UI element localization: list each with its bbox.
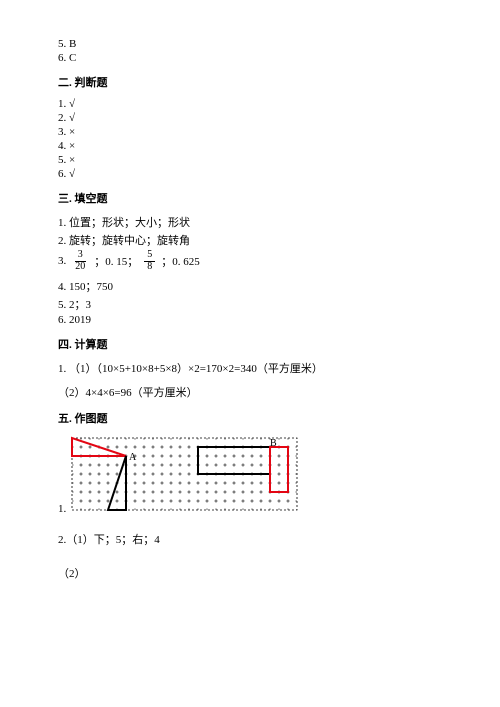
answer-item: （2）4×4×6=96（平方厘米） (58, 384, 442, 400)
answer-item: 5. B (58, 38, 442, 50)
answer-item: 3. × (58, 126, 442, 138)
fraction-numerator: 5 (144, 250, 155, 262)
answer-item: 4. × (58, 140, 442, 152)
text: ；0. 625 (161, 253, 200, 269)
answer-item-fractions: 3. 3 20 ；0. 15； 5 8 ；0. 625 (58, 250, 442, 272)
section-heading-4: 四. 计算题 (58, 336, 442, 352)
answer-item: 4. 150；750 (58, 278, 442, 294)
svg-text:1.: 1. (58, 503, 67, 515)
fraction: 5 8 (144, 250, 155, 272)
answer-item: 5. 2；3 (58, 296, 442, 312)
fraction-denominator: 8 (144, 262, 155, 273)
prefix: 3. (58, 255, 66, 267)
answer-item: 2. 旋转；旋转中心；旋转角 (58, 232, 442, 248)
answer-item: 6. 2019 (58, 314, 442, 326)
answer-item: 6. C (58, 52, 442, 64)
answer-item: 6. √ (58, 168, 442, 180)
answer-item: （2） (58, 565, 442, 581)
section-heading-5: 五. 作图题 (58, 410, 442, 426)
answer-item: 5. × (58, 154, 442, 166)
text: ；0. 15； (94, 253, 138, 269)
section-heading-2: 二. 判断题 (58, 74, 442, 90)
answer-item: 1. √ (58, 98, 442, 110)
svg-text:A: A (129, 452, 137, 463)
fraction-denominator: 20 (72, 262, 88, 273)
answer-item: 2.（1）下；5；右；4 (58, 531, 442, 547)
answer-item: 1. （1）（10×5+10×8+5×8）×2=170×2=340（平方厘米） (58, 360, 442, 376)
grid-svg: A B 1. (58, 434, 305, 524)
answer-item: 2. √ (58, 112, 442, 124)
fraction-numerator: 3 (75, 250, 86, 262)
drawing-figure: A B 1. (58, 434, 442, 527)
fraction: 3 20 (72, 250, 88, 272)
svg-text:B: B (270, 438, 277, 449)
section-heading-3: 三. 填空题 (58, 190, 442, 206)
answer-item: 1. 位置；形状；大小；形状 (58, 214, 442, 230)
